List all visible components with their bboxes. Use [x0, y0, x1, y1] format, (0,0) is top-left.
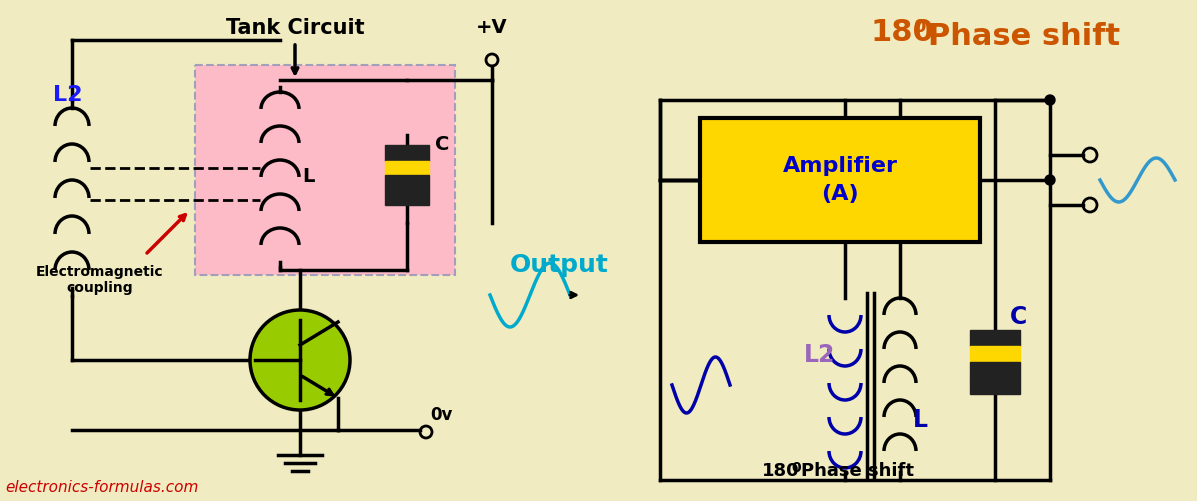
- Bar: [700, 118, 980, 242]
- Bar: [970, 362, 1020, 378]
- Text: electronics-formulas.com: electronics-formulas.com: [5, 480, 199, 495]
- Text: 0: 0: [913, 18, 925, 36]
- Text: Phase shift: Phase shift: [928, 22, 1120, 51]
- Text: Output: Output: [510, 253, 609, 277]
- FancyBboxPatch shape: [195, 65, 455, 275]
- Text: Electromagnetic
coupling: Electromagnetic coupling: [36, 265, 164, 295]
- Circle shape: [1045, 95, 1055, 105]
- Bar: [385, 175, 429, 189]
- Text: Phase shift: Phase shift: [801, 462, 915, 480]
- Bar: [385, 145, 429, 161]
- Text: L: L: [302, 167, 315, 186]
- Bar: [970, 330, 1020, 346]
- Text: Amplifier
(A): Amplifier (A): [783, 156, 898, 204]
- Text: 0: 0: [791, 461, 801, 475]
- Text: +V: +V: [476, 18, 508, 37]
- Bar: [970, 378, 1020, 394]
- Circle shape: [250, 310, 350, 410]
- Bar: [385, 189, 429, 205]
- Text: L2: L2: [804, 343, 836, 367]
- Text: 0v: 0v: [430, 406, 452, 424]
- Bar: [970, 346, 1020, 362]
- Circle shape: [1045, 175, 1055, 185]
- Bar: [385, 161, 429, 175]
- Text: 180: 180: [762, 462, 800, 480]
- Text: C: C: [435, 135, 449, 154]
- Text: Tank Circuit: Tank Circuit: [226, 18, 364, 38]
- Text: C: C: [1010, 305, 1027, 329]
- Text: L2: L2: [53, 85, 83, 105]
- Text: L: L: [912, 408, 928, 432]
- Text: 180: 180: [870, 18, 934, 47]
